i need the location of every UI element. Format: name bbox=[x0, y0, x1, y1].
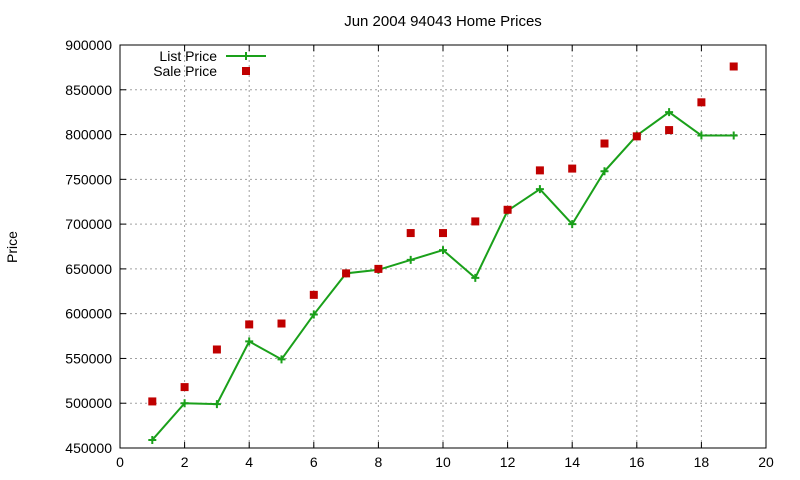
sale-price-point bbox=[374, 264, 383, 273]
sale-price-point bbox=[632, 132, 641, 141]
legend-label-sale-price: Sale Price bbox=[153, 63, 217, 79]
y-tick-label: 900000 bbox=[65, 37, 112, 53]
y-tick-label: 650000 bbox=[65, 261, 112, 277]
list-price-point bbox=[665, 108, 674, 117]
list-price-point bbox=[245, 337, 254, 346]
legend-swatch-sale-price bbox=[242, 67, 250, 75]
list-price-point bbox=[471, 273, 480, 282]
sale-price-point bbox=[503, 205, 512, 214]
sale-price-point bbox=[406, 229, 415, 238]
x-tick-label: 16 bbox=[629, 454, 645, 470]
list-price-point bbox=[212, 400, 221, 409]
sale-price-point bbox=[471, 217, 480, 226]
x-tick-label: 4 bbox=[245, 454, 253, 470]
legend: List Price Sale Price bbox=[153, 48, 266, 79]
list-price-point bbox=[148, 435, 157, 444]
list-price-point bbox=[406, 255, 415, 264]
chart-title: Jun 2004 94043 Home Prices bbox=[344, 13, 542, 30]
x-tick-label: 12 bbox=[500, 454, 516, 470]
sale-price-point bbox=[212, 345, 221, 354]
list-price-point bbox=[180, 399, 189, 408]
legend-marker bbox=[242, 67, 250, 75]
sale-price-point bbox=[342, 269, 351, 278]
y-axis-label: Price bbox=[4, 231, 20, 263]
sale-price-point bbox=[439, 229, 447, 238]
sale-price-point bbox=[277, 319, 286, 328]
legend-label-list-price: List Price bbox=[159, 48, 217, 64]
x-tick-label: 6 bbox=[310, 454, 318, 470]
list-price-point bbox=[729, 131, 738, 140]
x-tick-label: 18 bbox=[694, 454, 710, 470]
list-price-point bbox=[277, 355, 286, 364]
sale-price-point bbox=[245, 320, 254, 329]
sale-price-point bbox=[309, 290, 318, 299]
list-price-point bbox=[439, 246, 447, 255]
sale-price-point bbox=[148, 397, 157, 406]
sale-price-point bbox=[697, 98, 706, 107]
y-axis-tick-labels: 450000 500000 550000 600000 650000 700000 7500… bbox=[65, 37, 112, 456]
y-tick-label: 550000 bbox=[65, 350, 112, 366]
legend-marker bbox=[242, 52, 250, 60]
grid bbox=[120, 45, 766, 448]
sale-price-point bbox=[180, 383, 189, 392]
sale-price-point bbox=[665, 126, 674, 135]
x-tick-label: 8 bbox=[375, 454, 383, 470]
y-tick-label: 600000 bbox=[65, 306, 112, 322]
legend-swatch-list-price bbox=[226, 52, 266, 60]
y-tick-label: 450000 bbox=[65, 440, 112, 456]
x-tick-label: 20 bbox=[758, 454, 774, 470]
y-tick-label: 500000 bbox=[65, 395, 112, 411]
y-tick-label: 700000 bbox=[65, 216, 112, 232]
list-price-point bbox=[309, 310, 318, 319]
list-price-point bbox=[568, 220, 577, 229]
x-tick-label: 10 bbox=[435, 454, 451, 470]
list-price-point bbox=[600, 167, 609, 176]
sale-price-point bbox=[535, 166, 544, 175]
x-axis-tick-labels: 0 2 4 6 8 10 12 14 16 18 20 bbox=[116, 454, 774, 470]
y-tick-label: 850000 bbox=[65, 82, 112, 98]
sale-price-point bbox=[568, 164, 577, 173]
list-price-point bbox=[697, 131, 706, 140]
sale-price-point bbox=[600, 139, 609, 148]
axis-ticks bbox=[119, 44, 767, 449]
x-tick-label: 2 bbox=[181, 454, 189, 470]
x-tick-label: 14 bbox=[564, 454, 580, 470]
list-price-point bbox=[535, 185, 544, 194]
x-tick-label: 0 bbox=[116, 454, 124, 470]
sale-price-point bbox=[729, 62, 738, 71]
series-sale-price bbox=[148, 62, 738, 406]
y-tick-label: 800000 bbox=[65, 127, 112, 143]
y-tick-label: 750000 bbox=[65, 171, 112, 187]
